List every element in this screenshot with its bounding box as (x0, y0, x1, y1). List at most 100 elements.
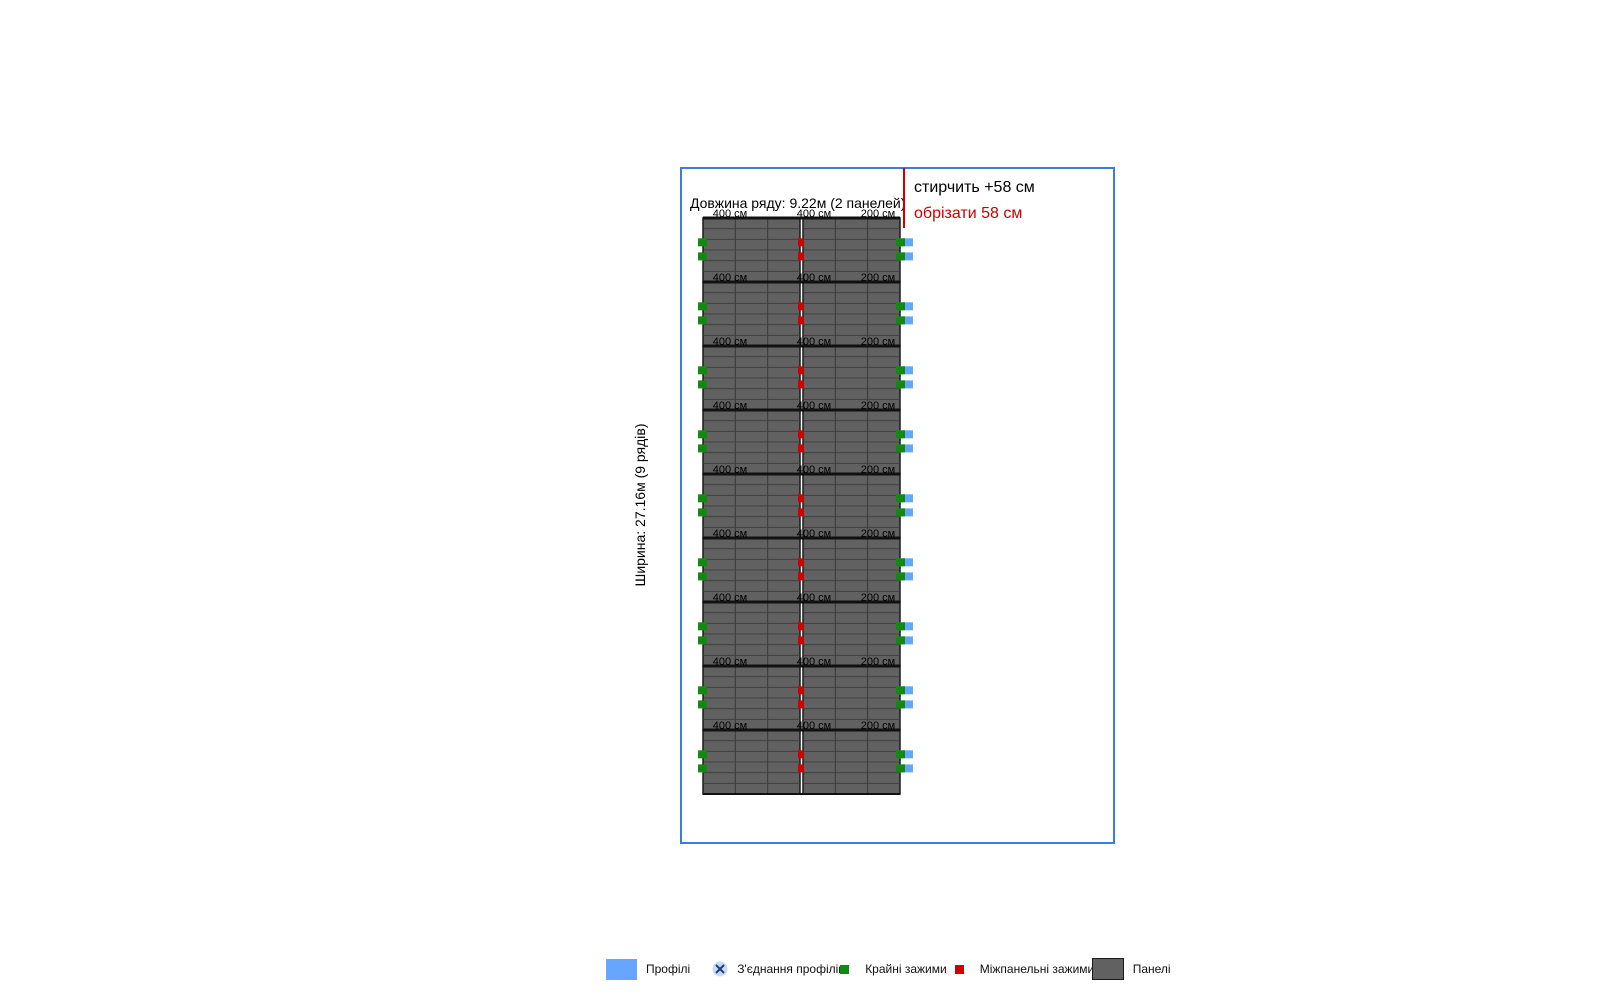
edge-clamp (698, 252, 707, 261)
profile-segment-label: 400 см (713, 720, 747, 732)
profile-segment-label: 400 см (713, 592, 747, 604)
profile-swatch (606, 958, 637, 980)
mid-clamp (798, 700, 804, 709)
edge-clamp (896, 302, 905, 311)
edge-clamp (896, 622, 905, 631)
roof-boundary (680, 167, 1115, 844)
edge-clamp (698, 700, 707, 709)
mid-clamp (798, 430, 804, 439)
mid-clamp (798, 622, 804, 631)
legend-label: Крайні зажими (865, 962, 947, 976)
edge-clamp (698, 508, 707, 517)
profile-end (898, 622, 913, 631)
edge-clamp (698, 572, 707, 581)
mid-clamp (798, 238, 804, 247)
profile-end (898, 316, 913, 325)
profile-end (898, 750, 913, 759)
edge-clamp (698, 238, 707, 247)
edge-clamp (698, 686, 707, 695)
profile-segment-label: 400 см (797, 208, 831, 220)
profile-segment-label: 400 см (713, 272, 747, 284)
mid-clamp (798, 302, 804, 311)
edge-clamp (698, 380, 707, 389)
edge-clamp (698, 764, 707, 773)
edge-clamp (896, 764, 905, 773)
profile-end (898, 494, 913, 503)
legend-label: Панелі (1132, 962, 1171, 976)
edge-clamp (698, 302, 707, 311)
profile-end (898, 238, 913, 247)
legend-item-panels: Панелі (1091, 958, 1171, 980)
edge-clamp (698, 444, 707, 453)
profile-end (898, 252, 913, 261)
edge-clamp (896, 700, 905, 709)
profile-segment-label: 200 см (861, 272, 895, 284)
legend-label: З'єднання профілів (737, 962, 841, 976)
profile-segment-label: 400 см (797, 592, 831, 604)
profile-segment-label: 200 см (861, 528, 895, 540)
edge-clamp (698, 558, 707, 567)
legend-label: Міжпанельні зажими (979, 962, 1092, 976)
edge-clamp (896, 494, 905, 503)
mid-clamp (798, 686, 804, 695)
edge-clamp (896, 572, 905, 581)
legend-item-profiles: Профілі (606, 958, 691, 980)
profile-segment-label: 400 см (713, 208, 747, 220)
mid-clamp (798, 252, 804, 261)
profile-end (898, 764, 913, 773)
edge-clamp (896, 252, 905, 261)
legend-label: Профілі (646, 962, 691, 976)
profile-segment-label: 400 см (797, 400, 831, 412)
profile-end (898, 558, 913, 567)
profile-segment-label: 200 см (861, 464, 895, 476)
row-length-label: Довжина ряду: 9.22м (2 панелей) (690, 195, 905, 211)
profile-segment-label: 200 см (861, 592, 895, 604)
width-label: Ширина: 27.16м (9 рядів) (632, 423, 648, 586)
joint-x-icon (712, 961, 728, 977)
profile-segment-label: 400 см (797, 656, 831, 668)
edge-clamp (896, 380, 905, 389)
edge-clamp (896, 636, 905, 645)
mid-clamp (798, 380, 804, 389)
profile-segment-label: 400 см (713, 400, 747, 412)
panel-swatch (1091, 958, 1124, 980)
mid-clamp (798, 558, 804, 567)
mid-clamp-swatch (954, 964, 964, 974)
profile-segment-label: 400 см (713, 336, 747, 348)
edge-clamp (698, 636, 707, 645)
legend: Профілі З'єднання профілів Крайні зажими… (606, 958, 1171, 980)
edge-clamp (698, 750, 707, 759)
profile-end (898, 636, 913, 645)
profile-segment-label: 200 см (861, 336, 895, 348)
profile-segment-label: 200 см (861, 656, 895, 668)
profile-segment-label: 400 см (713, 464, 747, 476)
mid-clamp (798, 494, 804, 503)
profile-end (898, 430, 913, 439)
profile-segment-label: 400 см (797, 720, 831, 732)
profile-segment-label: 400 см (797, 464, 831, 476)
profile-end (898, 508, 913, 517)
profile-end (898, 366, 913, 375)
edge-clamp (896, 238, 905, 247)
edge-clamp (896, 444, 905, 453)
edge-clamp (896, 508, 905, 517)
mid-clamp (798, 636, 804, 645)
profile-end (898, 302, 913, 311)
edge-clamp (896, 366, 905, 375)
edge-clamp (698, 430, 707, 439)
profile-end (898, 686, 913, 695)
edge-clamp (698, 494, 707, 503)
legend-item-mid-clamps: Міжпанельні зажими (954, 962, 1092, 976)
mid-clamp (798, 764, 804, 773)
legend-item-edge-clamps: Крайні зажими (840, 962, 947, 976)
profile-segment-label: 400 см (713, 656, 747, 668)
mid-clamp (798, 444, 804, 453)
legend-item-joints: З'єднання профілів (712, 961, 840, 977)
mid-clamp (798, 508, 804, 517)
edge-clamp (698, 316, 707, 325)
profile-segment-label: 400 см (713, 528, 747, 540)
edge-clamp (896, 686, 905, 695)
profile-segment-label: 200 см (861, 720, 895, 732)
edge-clamp (896, 558, 905, 567)
mid-clamp (798, 572, 804, 581)
